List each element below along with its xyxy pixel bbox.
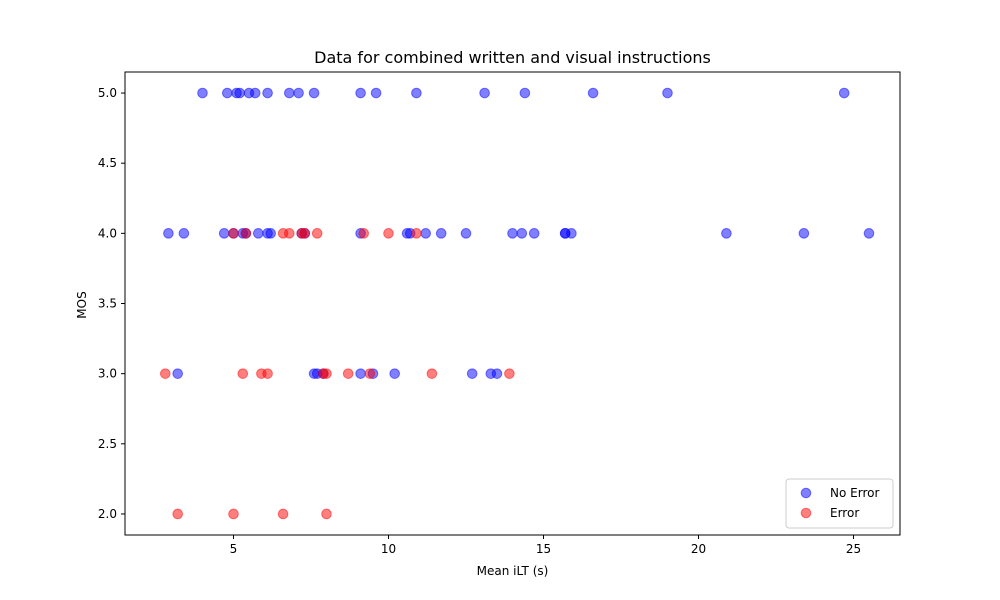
point-no-error-41 <box>721 228 732 239</box>
point-no-error-44 <box>172 368 183 379</box>
point-no-error-12 <box>411 87 422 99</box>
point-error-20 <box>172 508 183 520</box>
point-no-error-34 <box>460 228 472 239</box>
point-no-error-11 <box>370 87 382 99</box>
point-no-error-0 <box>197 87 208 99</box>
point-no-error-24 <box>252 228 264 239</box>
y-tick-label-1: 2.5 <box>98 437 117 451</box>
point-no-error-43 <box>863 228 875 239</box>
x-axis-label: Mean iLT (s) <box>477 564 549 578</box>
point-no-error-40 <box>566 228 577 239</box>
y-tick-label-5: 4.5 <box>98 156 117 170</box>
point-error-0 <box>228 228 239 239</box>
y-axis: 2.0 2.5 3.0 3.5 4.0 4.5 5.0 <box>98 86 125 521</box>
point-error-8 <box>383 228 394 239</box>
point-no-error-5 <box>249 87 261 99</box>
point-error-5 <box>299 228 311 239</box>
point-no-error-37 <box>528 228 540 239</box>
point-error-22 <box>277 508 289 520</box>
legend: No Error Error <box>785 478 894 529</box>
point-no-error-17 <box>838 87 850 99</box>
point-error-11 <box>237 368 249 379</box>
point-no-error-6 <box>262 87 273 99</box>
y-tick-label-0: 2.0 <box>98 507 117 521</box>
point-error-15 <box>321 368 332 379</box>
legend-marker-0 <box>800 487 812 499</box>
point-error-13 <box>262 368 273 379</box>
legend-marker-1 <box>800 507 812 519</box>
point-error-16 <box>342 368 354 379</box>
point-no-error-13 <box>479 87 490 99</box>
point-error-7 <box>358 228 370 239</box>
x-tick-label-3: 20 <box>691 542 706 556</box>
point-error-6 <box>311 228 323 239</box>
point-error-23 <box>321 508 332 520</box>
point-no-error-16 <box>662 87 673 99</box>
y-tick-label-2: 3.0 <box>98 367 117 381</box>
point-no-error-7 <box>284 87 295 99</box>
point-no-error-10 <box>355 87 366 99</box>
x-tick-label-0: 5 <box>230 542 238 556</box>
point-no-error-35 <box>507 228 518 239</box>
point-error-9 <box>411 228 422 239</box>
legend-label-1: Error <box>830 506 859 520</box>
point-error-10 <box>160 368 171 379</box>
point-no-error-50 <box>389 368 401 379</box>
point-error-3 <box>284 228 295 239</box>
point-no-error-14 <box>519 87 531 99</box>
point-no-error-8 <box>293 87 304 99</box>
point-no-error-15 <box>587 87 599 99</box>
point-no-error-32 <box>420 228 432 239</box>
point-no-error-20 <box>218 228 230 239</box>
point-error-19 <box>504 368 515 379</box>
point-no-error-9 <box>308 87 320 99</box>
x-tick-label-1: 10 <box>381 542 396 556</box>
point-no-error-53 <box>491 368 503 379</box>
legend-box <box>785 478 894 529</box>
legend-label-0: No Error <box>830 486 879 500</box>
point-no-error-19 <box>178 228 190 239</box>
point-no-error-42 <box>798 228 810 239</box>
x-tick-label-2: 15 <box>536 542 551 556</box>
y-tick-label-4: 4.0 <box>98 226 117 240</box>
x-tick-label-4: 25 <box>846 542 861 556</box>
y-axis-label: MOS <box>75 291 89 318</box>
point-no-error-36 <box>516 228 528 239</box>
points-layer <box>160 87 875 520</box>
point-no-error-48 <box>355 368 366 379</box>
point-error-1 <box>240 228 252 239</box>
point-no-error-3 <box>234 87 245 99</box>
point-no-error-26 <box>265 228 277 239</box>
y-tick-label-3: 3.5 <box>98 297 117 311</box>
point-no-error-1 <box>222 87 233 99</box>
point-no-error-51 <box>466 368 478 379</box>
x-axis: 5 10 15 20 25 <box>230 535 861 556</box>
point-no-error-33 <box>435 228 447 239</box>
point-error-21 <box>228 508 239 520</box>
point-no-error-18 <box>163 228 174 239</box>
point-error-18 <box>426 368 438 379</box>
y-tick-label-6: 5.0 <box>98 86 117 100</box>
chart-title: Data for combined written and visual ins… <box>314 48 711 67</box>
point-error-17 <box>364 368 376 379</box>
